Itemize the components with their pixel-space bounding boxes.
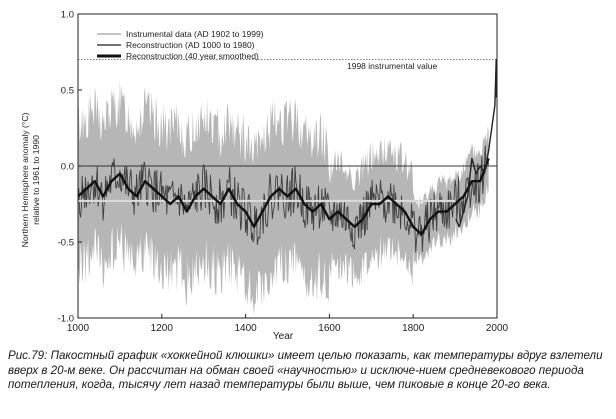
y-tick-label: 0.0 [61, 162, 74, 173]
x-tick-label: 1200 [151, 323, 174, 334]
smoothed-reconstruction-layer [77, 157, 490, 236]
instrumental-layer [455, 58, 498, 228]
x-tick-label: 1600 [318, 323, 341, 334]
figure-caption: Рис.79: Пакостный график «хоккейной клюш… [8, 349, 608, 393]
caption-text: Пакостный график «хоккейной клюшки» имее… [8, 349, 603, 391]
x-tick-label: 1400 [234, 323, 257, 334]
caption-label: Рис.79: [8, 349, 48, 362]
legend-label: Instrumental data (AD 1902 to 1999) [126, 29, 264, 39]
axes-layer: 1000 1200 1400 1600 1800 2000 -1.0 -0.5 0.0 0.5 1.… [58, 10, 509, 335]
instrumental-data-line [455, 58, 498, 228]
y-tick-label: 0.5 [61, 86, 74, 97]
annual-reconstruction-layer [77, 145, 490, 253]
hockey-stick-chart: 1000 1200 1400 1600 1800 2000 -1.0 -0.5 0.0 0.5 1.… [20, 10, 509, 343]
legend: Instrumental data (AD 1902 to 1999)Recon… [97, 29, 264, 61]
x-tick-label: 1000 [67, 323, 90, 334]
x-tick-label: 2000 [486, 323, 509, 334]
y-tick-label: -0.5 [58, 238, 74, 249]
x-tick-label: 1800 [402, 323, 425, 334]
smoothed-reconstruction-line [77, 157, 490, 236]
x-axis-title: Year [273, 331, 294, 342]
annotation-1998-label: 1998 instrumental value [347, 61, 438, 71]
legend-label: Reconstruction (AD 1000 to 1980) [126, 40, 255, 50]
legend-label: Reconstruction (40 year smoothed) [126, 51, 259, 61]
y-axis-title: Northern Hemisphere anomaly (°C) [20, 112, 30, 247]
annual-reconstruction-line [77, 145, 490, 253]
y-axis-title-line2: relative to 1961 to 1990 [31, 135, 41, 225]
y-tick-label: 1.0 [61, 10, 74, 21]
y-tick-label: -1.0 [58, 314, 74, 325]
